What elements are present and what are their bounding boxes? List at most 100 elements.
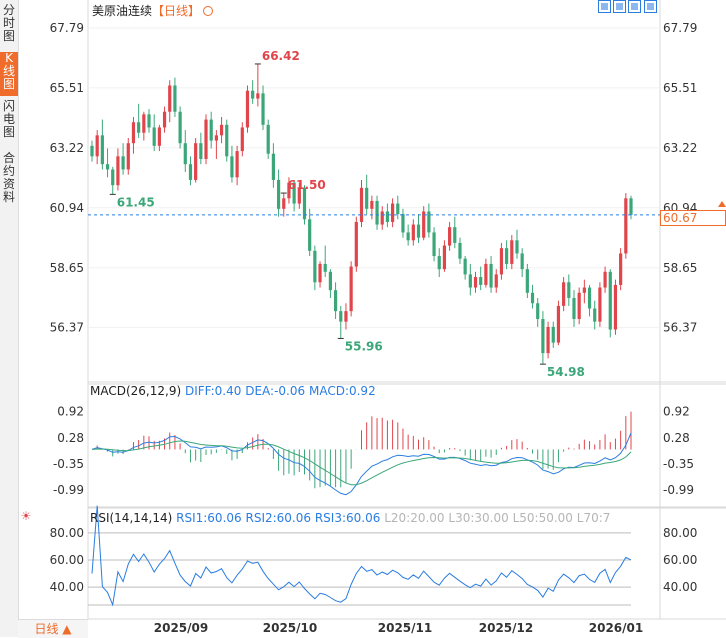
candle-19: [188, 156, 193, 186]
candle-79: [499, 242, 504, 280]
candle-88: [546, 321, 550, 359]
candle-body-48: [339, 311, 343, 322]
candle-65: [427, 203, 431, 238]
candle-body-24: [214, 135, 218, 141]
candle-body-5: [116, 156, 120, 186]
price-tick-left-5: 56.37: [50, 321, 84, 335]
candle-body-67: [437, 256, 441, 270]
candle-67: [437, 248, 441, 278]
price-tick-left-1: 65.51: [50, 81, 84, 95]
candle-98: [598, 282, 602, 327]
zoom-in-icon[interactable]: [598, 0, 611, 13]
candle-body-58: [390, 203, 395, 222]
candle-body-50: [349, 266, 353, 312]
candle-body-94: [577, 292, 581, 320]
candle-body-32: [256, 93, 260, 99]
candle-body-81: [510, 240, 514, 264]
rsi-l30: L30:30.00: [448, 511, 509, 525]
candle-body-51: [354, 221, 358, 267]
tab-kline-chart[interactable]: K线图: [0, 52, 18, 96]
instrument-name: 美原油连续: [92, 4, 153, 18]
tab-flash-chart[interactable]: 闪电图: [0, 100, 18, 144]
candle-body-8: [131, 122, 136, 144]
candle-103: [624, 193, 628, 259]
candle-10: [142, 111, 146, 141]
candle-body-33: [261, 93, 265, 125]
candle-2: [100, 119, 104, 170]
candle-body-68: [442, 245, 447, 270]
candle-71: [458, 237, 462, 264]
candle-body-45: [323, 263, 327, 272]
candle-body-82: [515, 240, 519, 254]
minus-circle-icon[interactable]: [203, 6, 214, 16]
candle-body-97: [593, 308, 597, 322]
candle-4: [111, 166, 115, 195]
candle-body-3: [105, 164, 110, 170]
macd-tick-left-3: -0.99: [53, 483, 84, 497]
candle-38: [287, 177, 291, 204]
rsi-legend: RSI(14,14,14) RSI1:60.06 RSI2:60.06 RSI3…: [90, 511, 610, 525]
candle-body-56: [380, 211, 384, 225]
price-tick-right-2: 63.22: [663, 141, 697, 155]
rsi-line: [91, 505, 632, 607]
candle-body-14: [162, 111, 167, 128]
tab-intraday-chart[interactable]: 分时图: [0, 4, 18, 48]
candle-body-98: [598, 287, 602, 322]
candle-100: [608, 269, 612, 338]
candle-body-40: [297, 187, 301, 204]
candle-58: [390, 198, 395, 228]
candle-body-4: [111, 169, 115, 186]
price-annotation-2: 55.96: [345, 339, 383, 353]
candle-33: [261, 85, 265, 131]
candle-15: [168, 80, 172, 123]
candle-74: [473, 271, 478, 293]
candle-16: [173, 77, 177, 117]
candle-86: [536, 298, 540, 327]
rsi-tick-right-1: 60.00: [663, 553, 697, 567]
candle-40: [297, 182, 301, 209]
candle-body-12: [152, 127, 156, 146]
macd-dif-value: DIFF:0.40: [184, 384, 242, 398]
candle-body-29: [240, 127, 244, 152]
candle-104: [629, 195, 633, 220]
candle-body-96: [587, 287, 592, 309]
tab-contract-info[interactable]: 合约资料: [0, 152, 18, 210]
candle-56: [380, 206, 384, 230]
candle-body-34: [266, 124, 270, 154]
price-tick-left-2: 63.22: [50, 141, 84, 155]
candle-body-37: [282, 198, 286, 209]
candle-body-39: [292, 182, 296, 204]
candle-body-19: [188, 164, 193, 180]
period-selector[interactable]: 日线 ▲: [18, 619, 88, 638]
candle-body-16: [173, 85, 177, 112]
candle-body-83: [520, 253, 524, 270]
candle-24: [214, 130, 218, 159]
candle-body-13: [157, 127, 161, 146]
move-right-icon[interactable]: [644, 0, 657, 13]
period-selector-label: 日线: [34, 622, 59, 636]
tab-label: K线图: [2, 51, 15, 91]
candle-body-101: [613, 284, 618, 330]
macd-dea-line: [91, 440, 632, 486]
candle-37: [282, 193, 286, 217]
candle-body-30: [245, 90, 250, 128]
macd-legend: MACD(26,12,9) DIFF:0.40 DEA:-0.06 MACD:0…: [90, 384, 376, 398]
candle-90: [556, 300, 561, 346]
candle-body-49: [344, 311, 348, 322]
settings-icon[interactable]: ☀: [20, 509, 32, 523]
candle-body-15: [168, 85, 172, 112]
candle-body-25: [219, 124, 224, 136]
candle-body-87: [541, 319, 545, 354]
candle-89: [551, 321, 555, 348]
candle-body-103: [624, 198, 628, 254]
candle-55: [375, 195, 379, 230]
move-left-icon[interactable]: [628, 0, 641, 13]
zoom-out-icon[interactable]: [613, 0, 626, 13]
candle-23: [209, 111, 213, 149]
rsi-l50: L50:50.00: [512, 511, 573, 525]
rsi-l20: L20:20.00: [384, 511, 445, 525]
rsi-tick-right-2: 40.00: [663, 580, 697, 594]
candle-body-85: [530, 292, 535, 304]
candle-8: [131, 116, 136, 154]
